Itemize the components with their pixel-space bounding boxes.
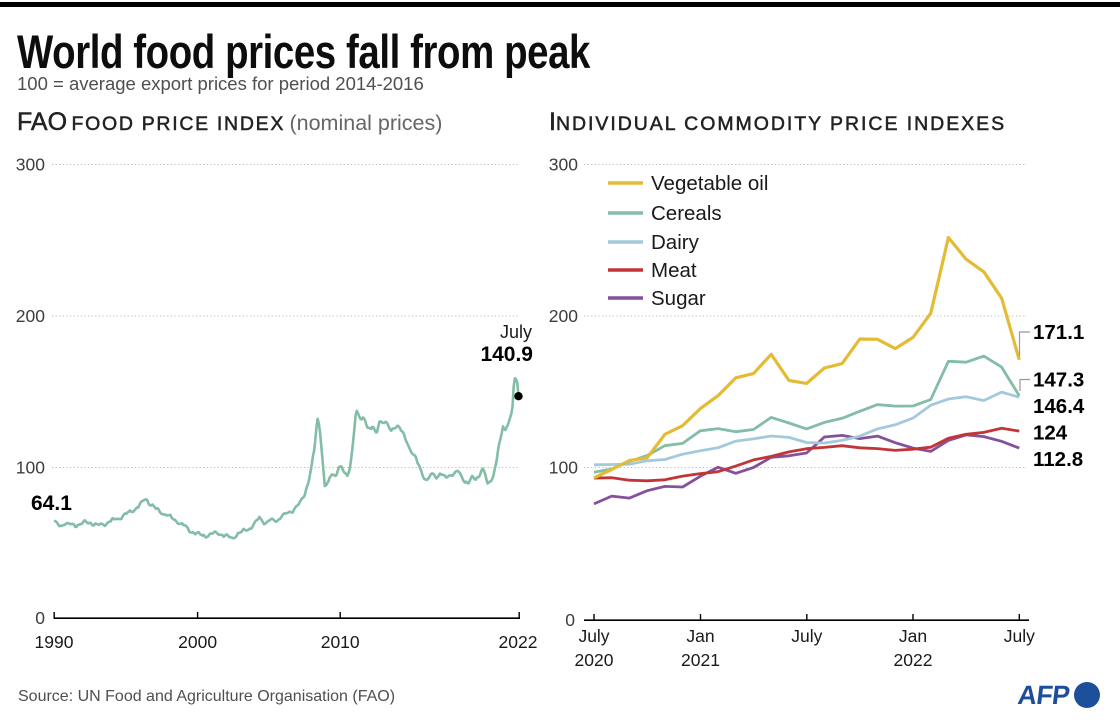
svg-text:300: 300 (16, 155, 45, 175)
svg-text:Jan: Jan (686, 626, 714, 646)
svg-text:2000: 2000 (178, 632, 217, 652)
svg-text:2021: 2021 (681, 650, 720, 670)
svg-text:200: 200 (549, 306, 578, 326)
svg-text:July: July (500, 322, 532, 342)
svg-text:147.3: 147.3 (1033, 369, 1084, 392)
svg-text:July: July (791, 626, 822, 646)
svg-text:2022: 2022 (499, 632, 538, 652)
svg-text:July: July (1004, 626, 1035, 646)
svg-text:July: July (578, 626, 609, 646)
svg-text:140.9: 140.9 (480, 343, 533, 366)
svg-text:1990: 1990 (35, 632, 74, 652)
svg-text:200: 200 (16, 306, 45, 326)
svg-text:112.8: 112.8 (1033, 448, 1083, 471)
svg-text:Meat: Meat (651, 259, 697, 282)
svg-text:2010: 2010 (321, 632, 360, 652)
svg-text:Jan: Jan (899, 626, 927, 646)
svg-text:2020: 2020 (575, 650, 614, 670)
svg-text:64.1: 64.1 (31, 492, 72, 515)
svg-text:Vegetable oil: Vegetable oil (651, 172, 768, 195)
svg-text:Sugar: Sugar (651, 287, 706, 310)
svg-text:0: 0 (565, 610, 575, 630)
svg-text:2022: 2022 (894, 650, 933, 670)
svg-text:124: 124 (1033, 422, 1068, 445)
svg-text:146.4: 146.4 (1033, 395, 1085, 418)
svg-text:Dairy: Dairy (651, 231, 700, 254)
svg-text:100: 100 (16, 458, 45, 478)
svg-text:100: 100 (549, 458, 578, 478)
svg-text:171.1: 171.1 (1033, 321, 1084, 344)
svg-text:Cereals: Cereals (651, 202, 722, 225)
svg-text:0: 0 (35, 608, 45, 628)
svg-text:300: 300 (549, 155, 578, 175)
